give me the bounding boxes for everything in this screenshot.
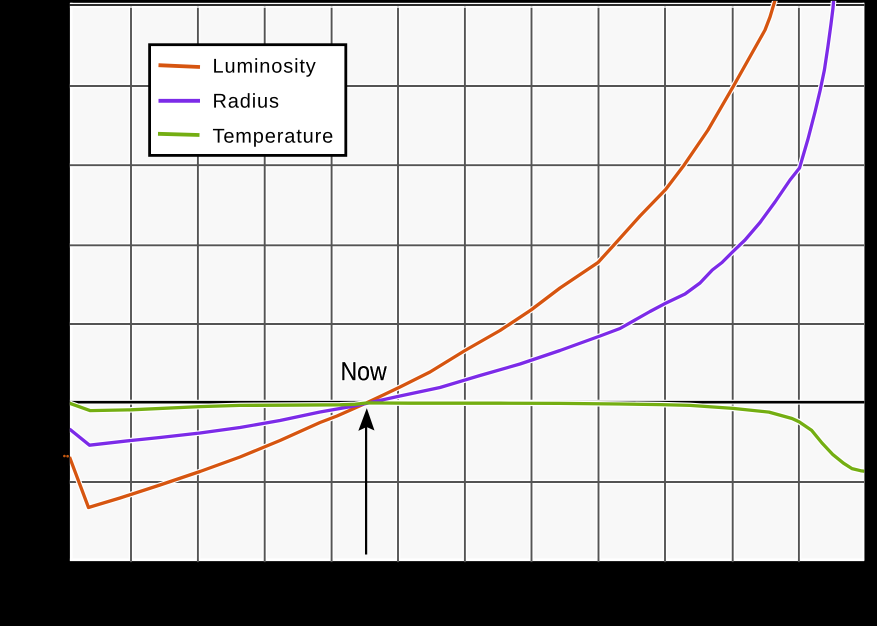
svg-text:Luminosity: Luminosity: [213, 56, 317, 78]
svg-text:Now: Now: [340, 356, 386, 386]
svg-text:Now: Now: [340, 356, 386, 386]
svg-text:Temperature: Temperature: [212, 126, 334, 148]
svg-text:Radius: Radius: [212, 91, 279, 113]
